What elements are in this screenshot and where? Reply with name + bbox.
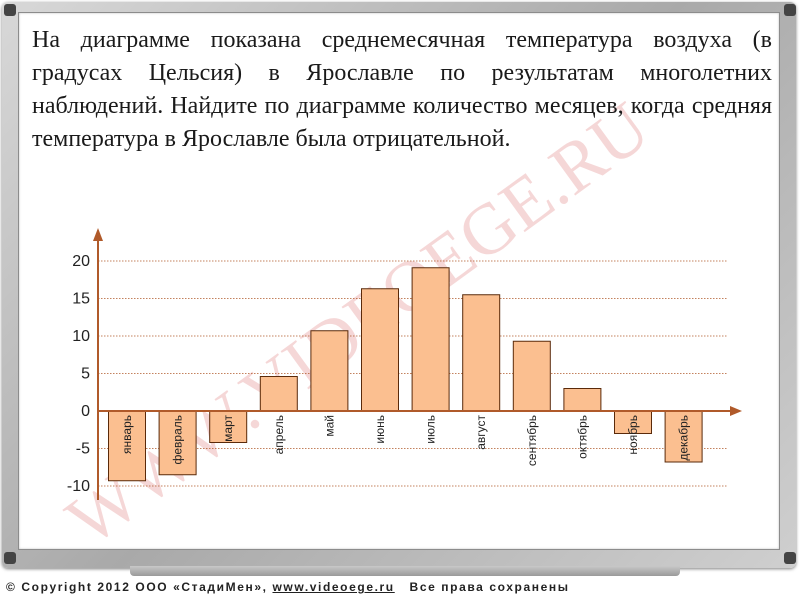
bar-10 xyxy=(563,388,602,412)
x-tick-label: ноябрь xyxy=(626,415,640,455)
bar-12 xyxy=(664,410,703,463)
x-tick-label: август xyxy=(474,415,488,450)
y-axis-arrow xyxy=(93,228,103,241)
problem-statement: На диаграмме показана среднемесячная тем… xyxy=(32,27,772,152)
frame-corner xyxy=(784,4,796,16)
bar-1 xyxy=(108,410,146,482)
bar-3 xyxy=(209,410,248,443)
footer-copyright: © Copyright 2012 ООО «СтадиМен», xyxy=(6,580,273,594)
bar-4 xyxy=(259,376,298,412)
bar-9 xyxy=(512,340,551,412)
x-tick-label: март xyxy=(221,415,235,442)
frame-corner xyxy=(4,552,16,564)
x-tick-label: сентябрь xyxy=(525,415,539,466)
frame-corner xyxy=(4,4,16,16)
bar-8 xyxy=(462,294,501,412)
bar-7 xyxy=(411,267,450,412)
frame-corner xyxy=(784,552,796,564)
footer-site-link[interactable]: www.videoege.ru xyxy=(272,580,395,594)
x-tick-label: февраль xyxy=(171,415,185,465)
x-tick-label: апрель xyxy=(272,415,286,454)
footer: © Copyright 2012 ООО «СтадиМен», www.vid… xyxy=(6,580,570,594)
y-tick-label: -10 xyxy=(67,478,90,495)
x-tick-label: июнь xyxy=(373,415,387,444)
x-tick-label: май xyxy=(322,415,336,437)
y-tick-label: 10 xyxy=(72,328,90,345)
y-tick-label: -5 xyxy=(76,441,90,458)
marker-tray xyxy=(130,566,680,576)
y-tick-label: 5 xyxy=(81,366,90,383)
y-tick-label: 20 xyxy=(72,253,90,270)
x-tick-label: июль xyxy=(424,415,438,444)
x-axis-arrow xyxy=(730,406,742,416)
y-tick-label: 15 xyxy=(72,291,90,308)
bar-5 xyxy=(310,330,349,412)
x-tick-label: январь xyxy=(120,415,134,454)
y-tick-label: 0 xyxy=(81,403,90,420)
bar-2 xyxy=(158,410,197,476)
bar-6 xyxy=(361,288,399,412)
x-tick-label: декабрь xyxy=(677,415,691,461)
footer-rights: Все права сохранены xyxy=(409,580,570,594)
x-tick-label: октябрь xyxy=(575,415,589,459)
